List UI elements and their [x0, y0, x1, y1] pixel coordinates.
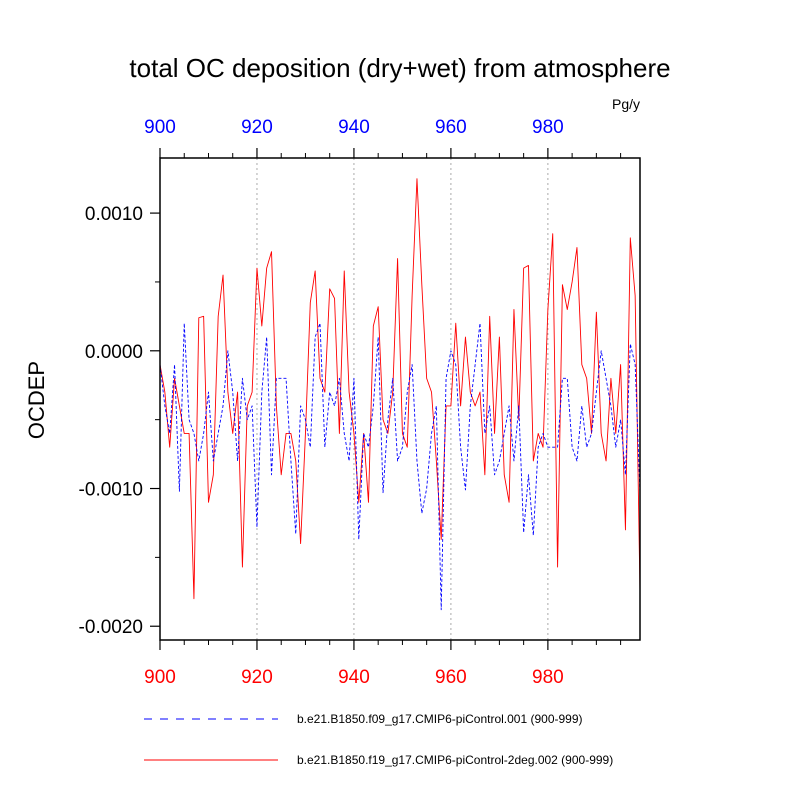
- plot-frame: [159, 157, 641, 641]
- y-tick-label-0: 0.0010: [85, 204, 143, 225]
- chart-title: total OC deposition (dry+wet) from atmos…: [129, 53, 670, 83]
- series-line-blue: [159, 322, 641, 611]
- x-tick-label-top-900: 900: [144, 117, 176, 138]
- y-tick-label-1: 0.0000: [85, 342, 143, 363]
- y-tick-label-2: -0.0010: [79, 480, 143, 501]
- x-tick-label-top-920: 920: [241, 117, 273, 138]
- series-line-red: [159, 178, 641, 600]
- series-layer: [159, 178, 641, 611]
- units-label: Pg/y: [612, 96, 640, 112]
- x-tick-label-bottom-960: 960: [435, 667, 467, 688]
- y-tick-label-3: -0.0020: [79, 617, 143, 638]
- x-tick-label-bottom-900: 900: [144, 667, 176, 688]
- x-tick-label-top-960: 960: [435, 117, 467, 138]
- x-tick-label-top-940: 940: [338, 117, 370, 138]
- x-tick-label-top-980: 980: [532, 117, 564, 138]
- gridlines: [256, 158, 549, 640]
- legend-label-red: b.e21.B1850.f19_g17.CMIP6-piControl-2deg…: [297, 753, 613, 767]
- y-axis-label: OCDEP: [24, 361, 49, 439]
- axes: 900 900 920 920 940 940 960 960 980 980 0.0010 0.00…: [79, 117, 622, 688]
- x-tick-label-bottom-980: 980: [532, 667, 564, 688]
- x-tick-label-bottom-940: 940: [338, 667, 370, 688]
- legend: b.e21.B1850.f09_g17.CMIP6-piControl.001 …: [144, 712, 613, 767]
- legend-label-blue: b.e21.B1850.f09_g17.CMIP6-piControl.001 …: [297, 712, 583, 726]
- x-tick-label-bottom-920: 920: [241, 667, 273, 688]
